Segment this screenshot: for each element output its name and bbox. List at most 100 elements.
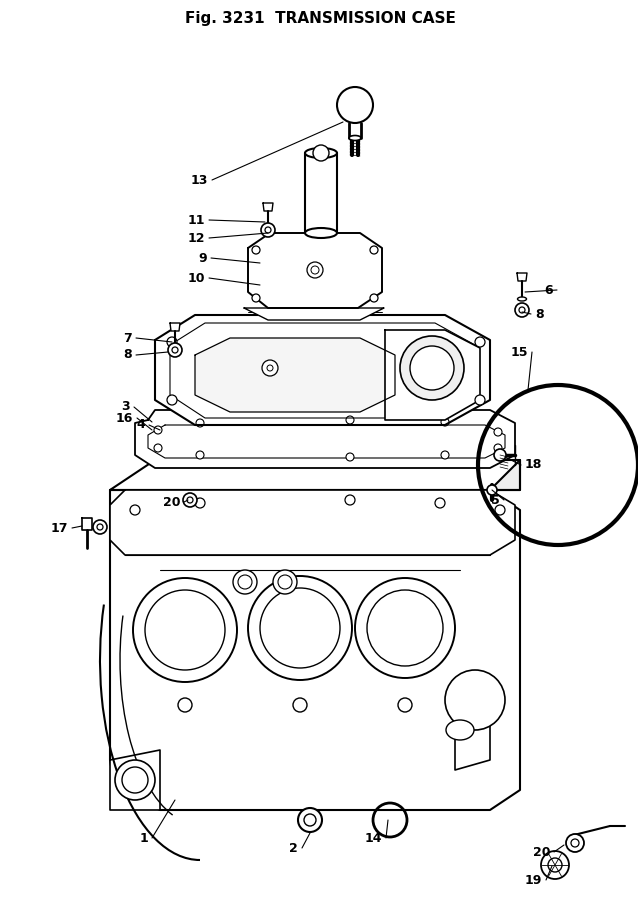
Circle shape: [304, 814, 316, 826]
Polygon shape: [110, 750, 160, 810]
Circle shape: [346, 453, 354, 461]
Circle shape: [252, 246, 260, 254]
Circle shape: [293, 698, 307, 712]
Text: 12: 12: [188, 232, 205, 244]
Circle shape: [178, 698, 192, 712]
Ellipse shape: [349, 135, 361, 141]
Text: 10: 10: [188, 271, 205, 284]
Text: 14: 14: [364, 832, 382, 844]
Circle shape: [115, 760, 155, 800]
Polygon shape: [170, 323, 180, 331]
Circle shape: [515, 303, 529, 317]
Circle shape: [133, 578, 237, 682]
Text: 19: 19: [524, 873, 542, 886]
Polygon shape: [110, 490, 520, 810]
Circle shape: [261, 223, 275, 237]
Circle shape: [172, 347, 178, 353]
Polygon shape: [148, 425, 505, 458]
Circle shape: [346, 416, 354, 424]
Circle shape: [548, 858, 562, 872]
Circle shape: [541, 851, 569, 879]
Circle shape: [93, 520, 107, 534]
Ellipse shape: [305, 148, 337, 158]
Circle shape: [265, 227, 271, 233]
Circle shape: [122, 767, 148, 793]
Circle shape: [298, 808, 322, 832]
Text: 1: 1: [139, 832, 148, 844]
Text: 11: 11: [188, 213, 205, 226]
Circle shape: [167, 337, 177, 347]
Circle shape: [154, 426, 162, 434]
Circle shape: [252, 294, 260, 302]
Circle shape: [267, 365, 273, 371]
Polygon shape: [110, 490, 515, 555]
Circle shape: [494, 449, 506, 461]
Circle shape: [337, 87, 373, 123]
Circle shape: [260, 588, 340, 668]
Circle shape: [435, 498, 445, 508]
Circle shape: [400, 336, 464, 400]
Circle shape: [566, 834, 584, 852]
Circle shape: [262, 360, 278, 376]
Text: 4: 4: [137, 419, 145, 431]
Circle shape: [494, 444, 502, 452]
Circle shape: [494, 428, 502, 436]
Circle shape: [441, 451, 449, 459]
Text: 8: 8: [123, 349, 132, 361]
Circle shape: [145, 590, 225, 670]
Polygon shape: [517, 273, 527, 281]
Ellipse shape: [170, 347, 179, 351]
Circle shape: [168, 343, 182, 357]
Circle shape: [519, 307, 525, 313]
Circle shape: [187, 497, 193, 503]
Polygon shape: [248, 233, 382, 308]
Polygon shape: [170, 323, 475, 418]
Circle shape: [167, 395, 177, 405]
Circle shape: [97, 524, 103, 530]
Polygon shape: [110, 460, 520, 490]
Circle shape: [311, 266, 319, 274]
Circle shape: [475, 395, 485, 405]
Text: 20: 20: [163, 496, 180, 508]
Circle shape: [345, 495, 355, 505]
Circle shape: [196, 451, 204, 459]
Circle shape: [273, 570, 297, 594]
Circle shape: [313, 145, 329, 161]
Polygon shape: [263, 203, 273, 211]
Polygon shape: [155, 315, 490, 425]
Circle shape: [238, 575, 252, 589]
Text: 5: 5: [491, 494, 500, 507]
Circle shape: [278, 575, 292, 589]
Text: Fig. 3231  TRANSMISSION CASE: Fig. 3231 TRANSMISSION CASE: [184, 11, 456, 25]
Polygon shape: [82, 518, 92, 530]
Text: 15: 15: [510, 346, 528, 359]
Ellipse shape: [517, 297, 526, 301]
Polygon shape: [244, 308, 384, 320]
Circle shape: [367, 590, 443, 666]
Ellipse shape: [263, 227, 272, 231]
Text: 2: 2: [289, 842, 298, 854]
Polygon shape: [455, 720, 490, 770]
Text: 16: 16: [115, 411, 133, 425]
Text: 7: 7: [123, 331, 132, 344]
Text: 13: 13: [191, 173, 208, 186]
Ellipse shape: [305, 228, 337, 238]
Circle shape: [248, 576, 352, 680]
Circle shape: [370, 246, 378, 254]
Text: 20: 20: [533, 845, 550, 858]
Polygon shape: [135, 410, 515, 468]
Ellipse shape: [446, 720, 474, 740]
Circle shape: [195, 498, 205, 508]
Text: 9: 9: [198, 252, 207, 264]
Text: 17: 17: [50, 521, 68, 535]
Text: 8: 8: [535, 308, 544, 321]
Circle shape: [183, 493, 197, 507]
Circle shape: [307, 262, 323, 278]
Circle shape: [196, 419, 204, 427]
Circle shape: [370, 294, 378, 302]
Circle shape: [495, 505, 505, 515]
Polygon shape: [385, 330, 480, 420]
Circle shape: [355, 578, 455, 678]
Text: 18: 18: [525, 459, 542, 471]
Circle shape: [410, 346, 454, 390]
